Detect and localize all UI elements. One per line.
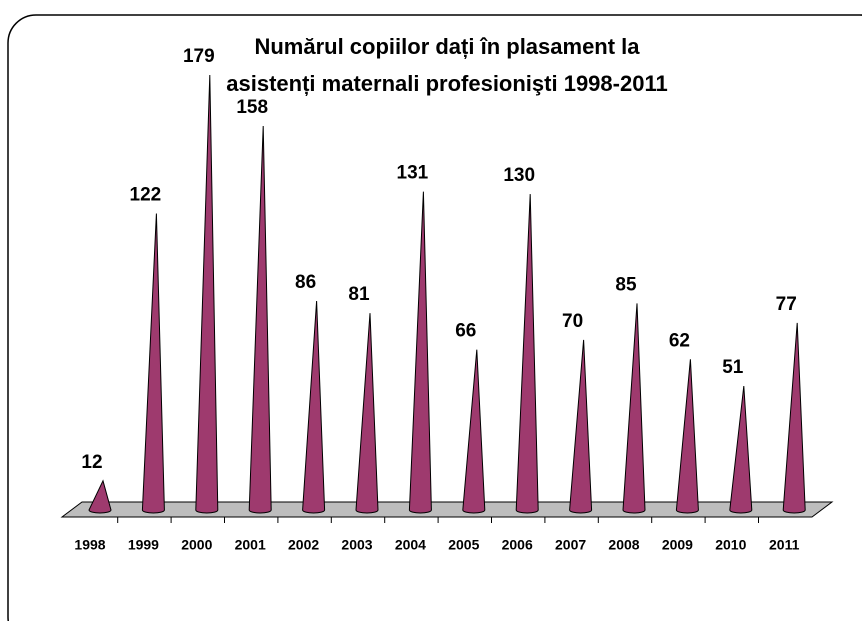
value-label: 51 [722,357,744,378]
x-tick-label: 2009 [662,537,693,553]
cone [141,213,165,514]
x-tick-label: 2000 [181,537,212,553]
x-tick-label: 2005 [448,537,479,553]
value-label: 85 [615,274,637,295]
value-label: 158 [236,97,268,118]
x-tick-label: 1998 [74,537,105,553]
cone [675,359,699,514]
value-label: 122 [130,185,162,206]
x-tick-label: 2008 [608,537,639,553]
title-line: Numărul copiilor dați în plasament la [254,34,640,59]
x-tick-label: 2007 [555,537,586,553]
x-tick-label: 2006 [502,537,533,553]
value-label: 12 [81,452,102,473]
value-label: 81 [348,284,370,305]
value-label: 66 [455,321,476,342]
cone [462,349,486,514]
value-label: 130 [503,165,535,186]
x-tick-label: 2002 [288,537,319,553]
cone [622,303,646,514]
x-tick-label: 2004 [395,537,426,553]
x-tick-label: 2001 [235,537,266,553]
cone [729,386,753,514]
cone [248,126,272,514]
title-line: asistenți maternali profesionişti 1998-2… [226,71,667,96]
x-tick-label: 2010 [715,537,746,553]
cone [782,322,806,514]
cone [515,194,539,514]
value-label: 70 [562,311,583,332]
value-label: 179 [183,46,215,67]
cone [408,191,432,514]
cone [569,339,593,514]
x-tick-label: 2011 [769,537,800,553]
value-label: 131 [397,163,429,184]
cone [88,479,112,514]
cone [302,300,326,514]
value-label: 86 [295,272,316,293]
cone [355,313,379,514]
cone [195,74,219,514]
x-tick-label: 2003 [341,537,372,553]
x-tick-label: 1999 [128,537,159,553]
value-label: 77 [776,294,797,315]
frame [7,14,862,621]
floor [60,501,834,518]
chart-title: Numărul copiilor dați în plasament la asi… [226,34,667,96]
value-label: 62 [669,330,690,351]
